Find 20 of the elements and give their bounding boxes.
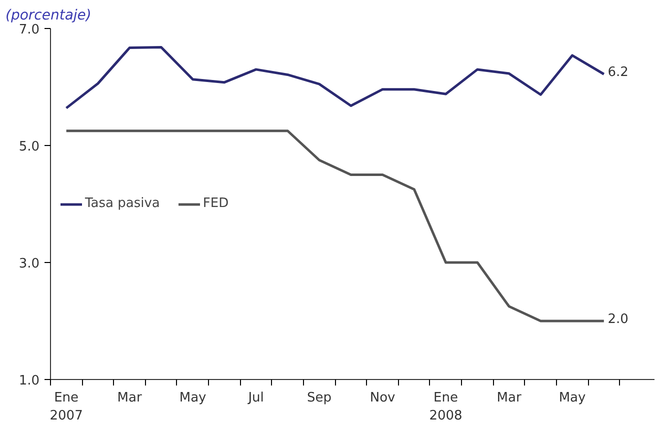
data-label: 2.0 [608, 312, 628, 327]
data-label: 6.2 [608, 65, 628, 80]
y-axis-title: (porcentaje) [6, 8, 92, 24]
x-tick-label: Mar [496, 390, 522, 406]
x-tick-label: Jul [247, 390, 264, 406]
legend-label: Tasa pasiva [85, 196, 160, 211]
x-tick-label: May [558, 390, 586, 406]
x-tick-label: Sep [307, 390, 332, 406]
y-tick-label: 7.0 [18, 22, 40, 38]
x-tick-label: Ene 2007 [50, 390, 83, 424]
x-tick-label: Mar [117, 390, 142, 406]
y-tick-label: 3.0 [18, 256, 40, 272]
x-tick-label: May [179, 390, 207, 406]
y-tick-label: 1.0 [18, 374, 40, 388]
x-tick-label: Nov [370, 390, 396, 406]
y-tick-label: 5.0 [18, 140, 40, 154]
line-series [65, 46, 606, 110]
x-tick-label: Ene 2008 [429, 390, 462, 424]
line-series [65, 130, 606, 322]
legend-label: FED [202, 196, 229, 211]
